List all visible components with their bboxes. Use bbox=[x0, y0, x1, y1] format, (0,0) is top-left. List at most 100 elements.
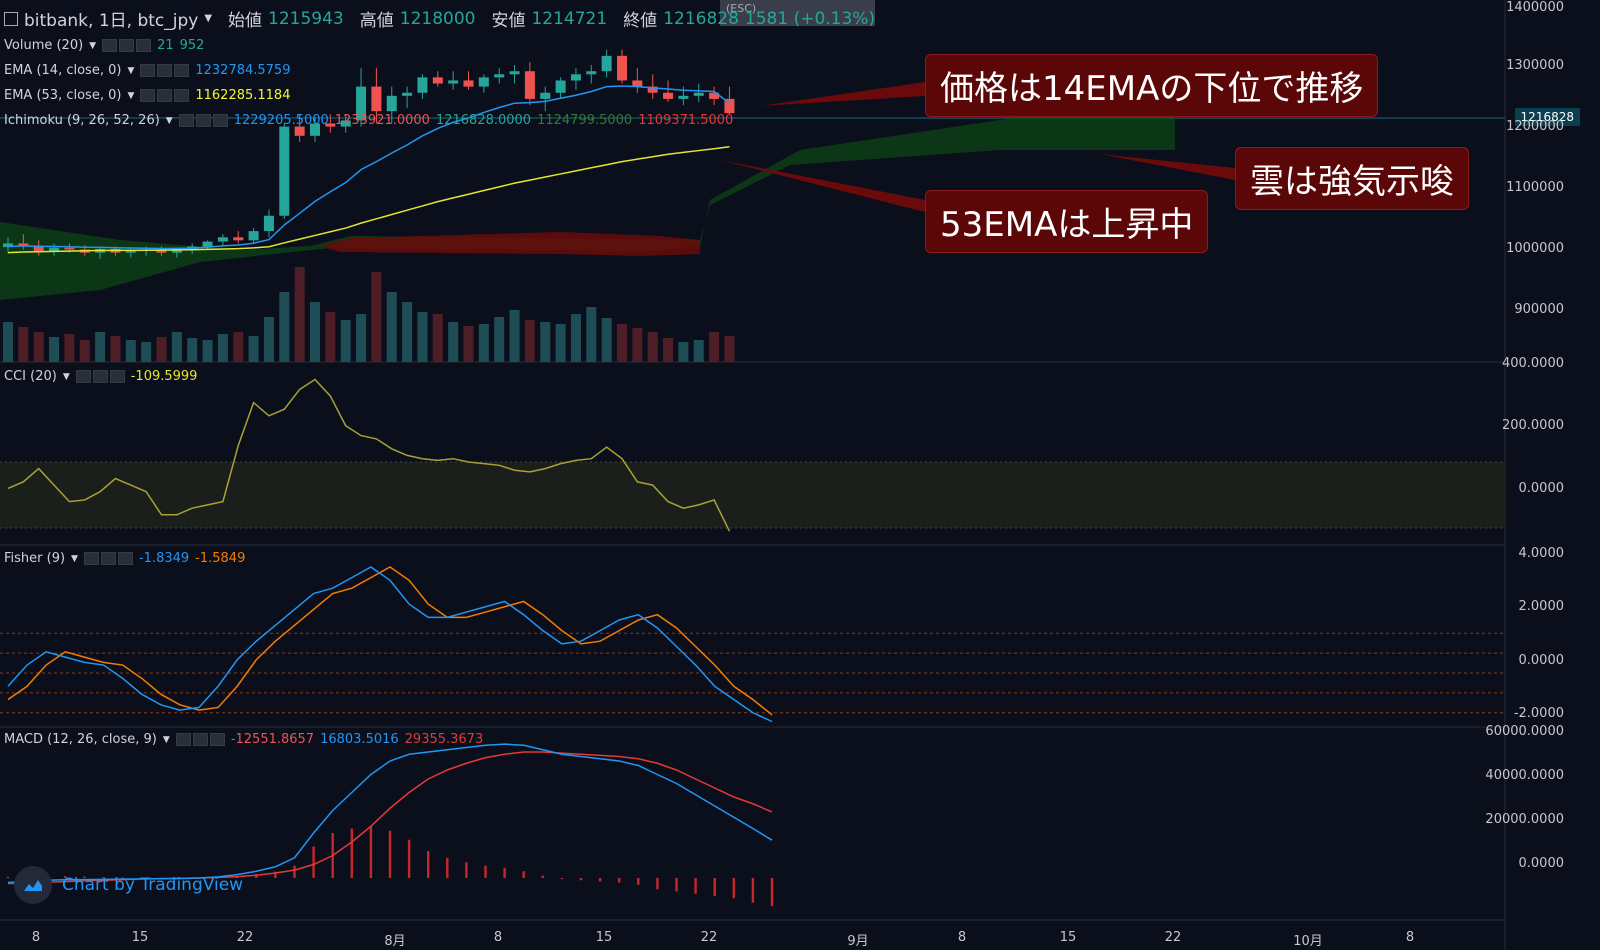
close-icon[interactable] bbox=[117, 552, 133, 565]
ema53-value: 1162285.1184 bbox=[195, 88, 291, 103]
candle-body bbox=[632, 80, 643, 87]
volume-bar bbox=[402, 302, 413, 362]
volume-bar bbox=[95, 332, 106, 362]
macd-histogram-bar bbox=[427, 851, 430, 878]
volume-bar bbox=[202, 340, 213, 362]
macd-histogram-bar bbox=[598, 878, 602, 882]
volume-bar bbox=[432, 314, 443, 362]
indicator-controls[interactable] bbox=[83, 552, 133, 565]
low-value: 1214721 bbox=[531, 8, 608, 29]
close-icon[interactable] bbox=[174, 89, 190, 102]
chevron-down-icon[interactable]: ▼ bbox=[127, 90, 135, 101]
volume-name: Volume (20) bbox=[4, 38, 84, 53]
symbol-label[interactable]: bitbank, 1日, btc_jpy bbox=[24, 11, 199, 31]
chart-header: bitbank, 1日, btc_jpy ▼ 始値 1215943 高値 12180… bbox=[0, 6, 875, 31]
candle-body bbox=[64, 247, 75, 250]
volume-legend[interactable]: Volume (20) ▼ 21 952 bbox=[4, 38, 204, 53]
eye-icon[interactable] bbox=[175, 733, 191, 746]
indicator-controls[interactable] bbox=[102, 39, 152, 52]
eye-icon[interactable] bbox=[83, 552, 99, 565]
tradingview-branding[interactable]: Chart by TradingView bbox=[14, 866, 243, 904]
gear-icon[interactable] bbox=[157, 89, 173, 102]
cci-tick: 0.0000 bbox=[1518, 481, 1565, 496]
eye-icon[interactable] bbox=[75, 370, 91, 383]
candle-body bbox=[678, 95, 689, 99]
time-tick: 8 bbox=[957, 930, 967, 945]
close-icon[interactable] bbox=[212, 114, 228, 127]
callout-arrow bbox=[720, 160, 925, 212]
close-icon[interactable] bbox=[136, 39, 152, 52]
ema53-legend[interactable]: EMA (53, close, 0) ▼ 1162285.1184 bbox=[4, 88, 290, 103]
macd-histogram-bar bbox=[369, 826, 373, 878]
volume-bar bbox=[49, 337, 60, 362]
volume-bar bbox=[294, 267, 305, 362]
gear-icon[interactable] bbox=[195, 114, 211, 127]
indicator-controls[interactable] bbox=[75, 370, 125, 383]
chevron-down-icon[interactable]: ▼ bbox=[165, 115, 173, 126]
candle-body bbox=[509, 71, 520, 75]
volume-bar bbox=[601, 318, 612, 362]
candle-body bbox=[356, 86, 367, 121]
macd-histogram-bar bbox=[675, 878, 678, 892]
macd-tick: 0.0000 bbox=[1518, 856, 1565, 871]
price-tick: 900000 bbox=[1514, 302, 1564, 317]
volume-bar bbox=[325, 312, 336, 362]
candle-body bbox=[647, 86, 658, 93]
volume-bar bbox=[187, 338, 198, 362]
chevron-down-icon[interactable]: ▼ bbox=[204, 13, 213, 24]
cci-name: CCI (20) bbox=[4, 369, 57, 384]
eye-icon[interactable] bbox=[178, 114, 194, 127]
exit-fullscreen-hint[interactable]: (ESC) bbox=[720, 0, 875, 26]
indicator-controls[interactable] bbox=[140, 64, 190, 77]
chevron-down-icon[interactable]: ▼ bbox=[62, 371, 70, 382]
close-icon[interactable] bbox=[209, 733, 225, 746]
price-tick: 1400000 bbox=[1506, 0, 1564, 15]
close-icon[interactable] bbox=[109, 370, 125, 383]
time-tick: 9月 bbox=[847, 934, 869, 949]
volume-bar bbox=[494, 317, 505, 362]
indicator-controls[interactable] bbox=[140, 89, 190, 102]
fisher-tick: -2.0000 bbox=[1513, 706, 1564, 721]
candle-body bbox=[156, 249, 167, 253]
cci-band bbox=[0, 462, 1505, 528]
time-tick: 22 bbox=[236, 930, 254, 945]
candle-body bbox=[171, 248, 182, 253]
volume-bar bbox=[310, 302, 320, 362]
eye-icon[interactable] bbox=[140, 89, 156, 102]
gear-icon[interactable] bbox=[157, 64, 173, 77]
eye-icon[interactable] bbox=[102, 39, 118, 52]
cci-value: -109.5999 bbox=[130, 369, 198, 384]
macd-histogram-bar bbox=[560, 878, 564, 880]
gear-icon[interactable] bbox=[119, 39, 135, 52]
chevron-down-icon[interactable]: ▼ bbox=[89, 40, 97, 51]
macd-legend[interactable]: MACD (12, 26, close, 9) ▼ -12551.8657 168… bbox=[4, 732, 483, 747]
macd-histogram-bar bbox=[637, 878, 640, 885]
close-label: 終値 bbox=[623, 11, 658, 31]
collapse-icon[interactable] bbox=[4, 11, 18, 26]
volume-bar bbox=[248, 336, 259, 362]
cci-tick: 400.0000 bbox=[1501, 356, 1564, 371]
gear-icon[interactable] bbox=[100, 552, 116, 565]
chevron-down-icon[interactable]: ▼ bbox=[127, 65, 135, 76]
indicator-controls[interactable] bbox=[175, 733, 225, 746]
gear-icon[interactable] bbox=[92, 370, 108, 383]
close-icon[interactable] bbox=[174, 64, 190, 77]
high-value: 1218000 bbox=[399, 8, 476, 29]
chevron-down-icon[interactable]: ▼ bbox=[162, 734, 170, 745]
price-tick: 1100000 bbox=[1506, 180, 1564, 195]
indicator-controls[interactable] bbox=[178, 114, 228, 127]
cci-legend[interactable]: CCI (20) ▼ -109.5999 bbox=[4, 369, 197, 384]
current-price-label: 1216828 bbox=[1514, 108, 1580, 126]
macd-histogram-bar bbox=[6, 876, 10, 878]
ichimoku-legend[interactable]: Ichimoku (9, 26, 52, 26) ▼ 1229205.5000 1… bbox=[4, 113, 733, 128]
gear-icon[interactable] bbox=[192, 733, 208, 746]
candle-body bbox=[340, 120, 351, 127]
ema14-legend[interactable]: EMA (14, close, 0) ▼ 1232784.5759 bbox=[4, 63, 290, 78]
candle-body bbox=[202, 241, 213, 247]
fisher-legend[interactable]: Fisher (9) ▼ -1.8349 -1.5849 bbox=[4, 551, 245, 566]
tradingview-link[interactable]: Chart by TradingView bbox=[62, 875, 244, 895]
eye-icon[interactable] bbox=[140, 64, 156, 77]
chevron-down-icon[interactable]: ▼ bbox=[71, 553, 78, 564]
